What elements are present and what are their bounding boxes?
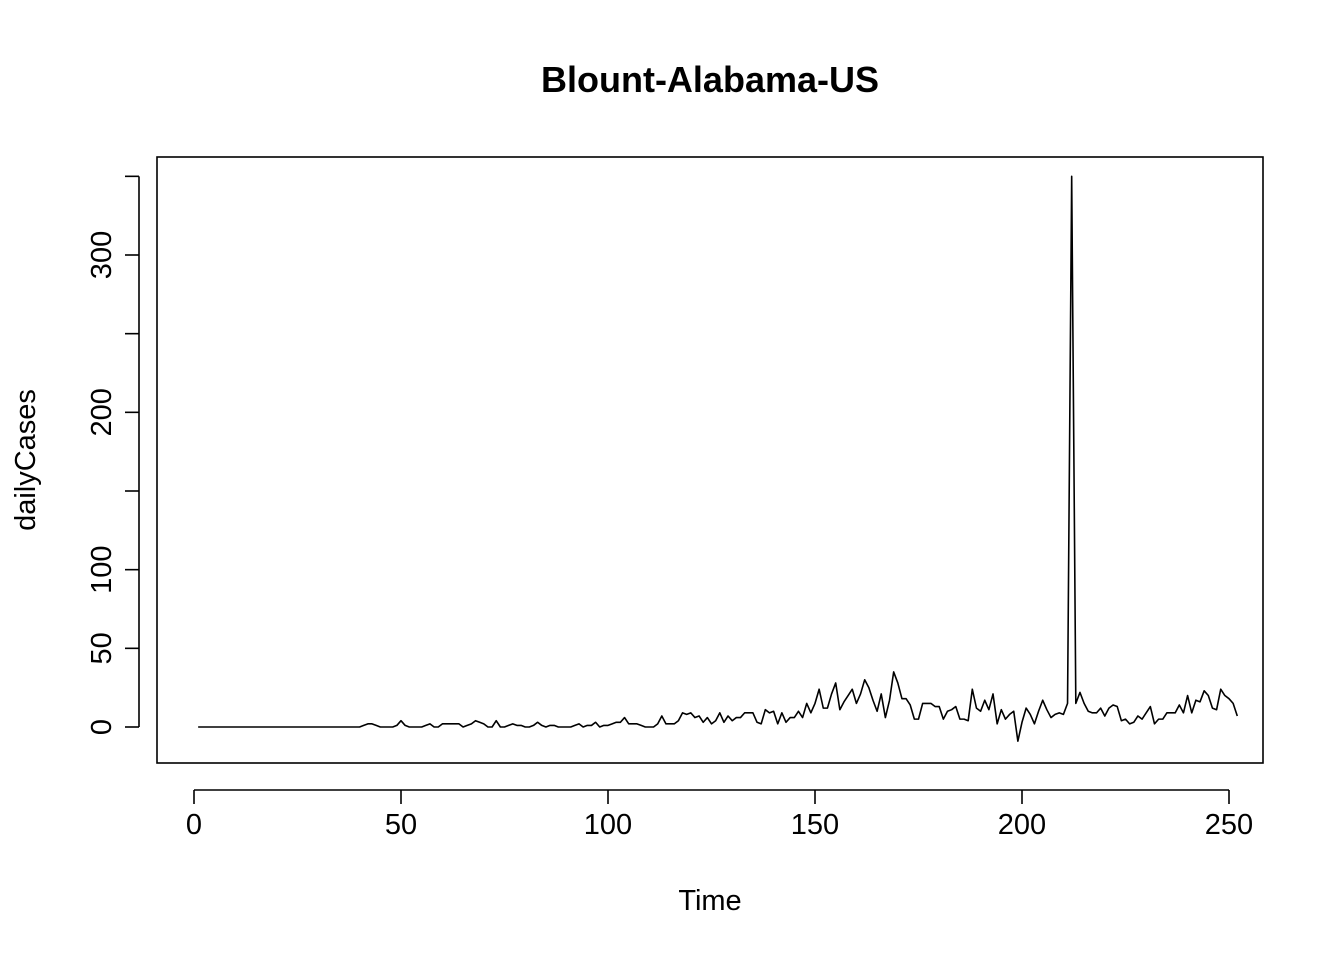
y-tick-label: 0 [86, 719, 118, 735]
x-tick-label: 100 [584, 809, 632, 841]
x-tick-label: 50 [385, 809, 417, 841]
x-tick-label: 200 [998, 809, 1046, 841]
y-axis: 0 50 100 200 300 [86, 175, 140, 735]
y-tick-label: 50 [86, 632, 118, 664]
x-tick-label: 0 [186, 809, 202, 841]
y-tick-label: 100 [86, 545, 118, 593]
plot-box [156, 156, 1264, 764]
x-axis-label: Time [678, 885, 741, 917]
x-tick-label: 150 [791, 809, 839, 841]
x-tick-label: 250 [1205, 809, 1253, 841]
chart-title: Blount-Alabama-US [541, 59, 879, 100]
y-tick-label: 300 [86, 231, 118, 279]
y-axis-label: dailyCases [10, 389, 42, 531]
y-tick-label: 200 [86, 388, 118, 436]
x-axis: 0 50 100 150 200 250 [186, 789, 1253, 841]
series-line-daily-cases [198, 175, 1239, 742]
